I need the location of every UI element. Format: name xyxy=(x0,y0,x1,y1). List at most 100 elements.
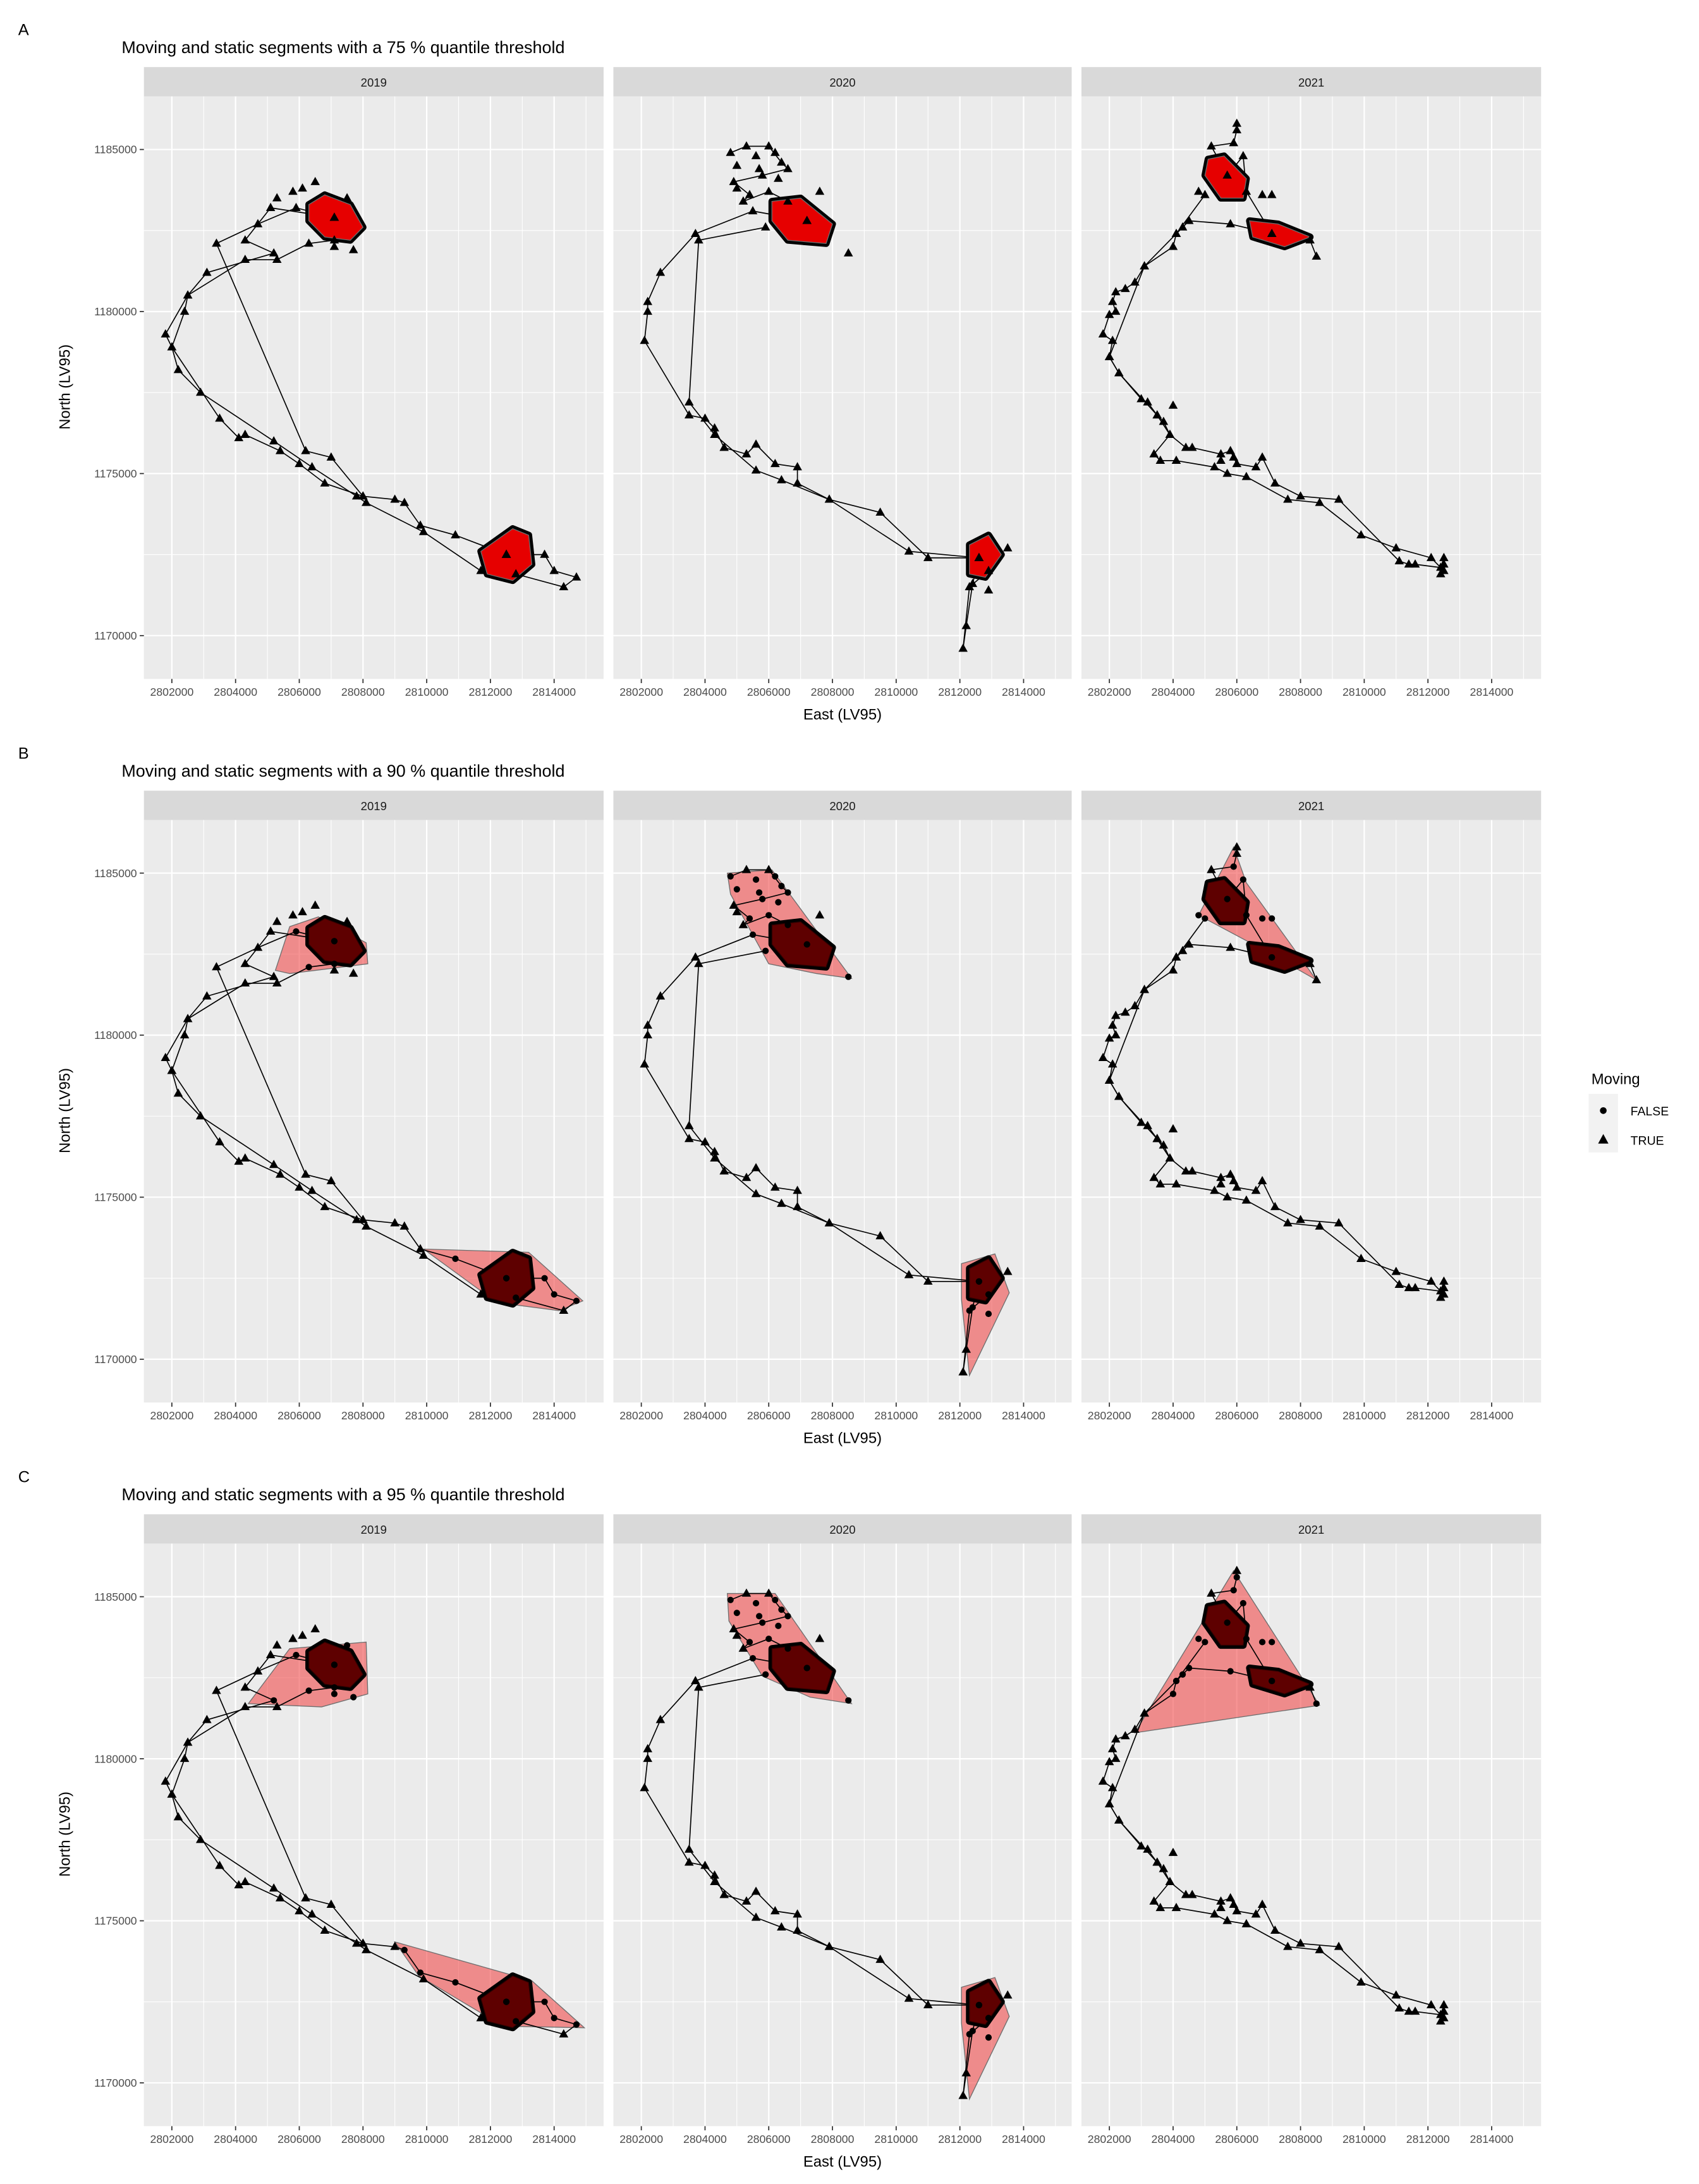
x-tick-label: 2804000 xyxy=(1152,1409,1195,1422)
moving-point xyxy=(362,1944,371,1953)
static-point xyxy=(573,1297,580,1304)
moving-point xyxy=(1171,455,1181,464)
moving-point xyxy=(183,1014,193,1022)
trajectory-line xyxy=(216,207,507,555)
static-point xyxy=(331,1690,338,1697)
moving-point xyxy=(329,212,339,221)
moving-point xyxy=(958,1367,968,1376)
moving-point xyxy=(253,942,263,951)
moving-point xyxy=(751,1163,761,1172)
moving-point xyxy=(295,1182,304,1191)
plot-background xyxy=(143,1543,604,2126)
moving-point xyxy=(1104,1075,1114,1084)
moving-point xyxy=(700,1860,710,1869)
moving-point xyxy=(732,1630,742,1639)
moving-point xyxy=(770,459,780,468)
moving-point xyxy=(275,446,285,454)
moving-point xyxy=(342,916,352,925)
static-point xyxy=(452,1255,459,1262)
static-point xyxy=(1230,863,1237,870)
moving-point xyxy=(738,1643,748,1652)
panel-title: Moving and static segments with a 95 % q… xyxy=(121,1485,564,1504)
moving-point xyxy=(1136,1841,1146,1850)
moving-point xyxy=(1187,1890,1197,1898)
y-tick-label: 1185000 xyxy=(94,867,137,880)
plot-area xyxy=(1098,842,1449,1301)
moving-point xyxy=(1168,965,1178,974)
static-point xyxy=(331,938,338,945)
moving-point xyxy=(288,186,298,195)
x-tick-label: 2804000 xyxy=(214,1409,257,1422)
x-tick-label: 2804000 xyxy=(683,1409,727,1422)
plot-background xyxy=(1081,96,1542,679)
plot-area xyxy=(640,864,1013,1377)
y-tick-label: 1180000 xyxy=(94,305,137,318)
moving-point xyxy=(320,1201,330,1210)
moving-point xyxy=(1251,1186,1261,1194)
moving-point xyxy=(348,968,358,977)
moving-point xyxy=(965,581,975,590)
moving-point xyxy=(1171,228,1181,237)
moving-point xyxy=(362,497,371,506)
moving-point xyxy=(1159,416,1169,425)
moving-point xyxy=(1296,1215,1305,1223)
static-point xyxy=(765,912,772,919)
moving-point xyxy=(700,1137,710,1146)
moving-point xyxy=(757,170,767,179)
static-point xyxy=(1269,915,1276,922)
static-point xyxy=(975,2001,982,2008)
moving-point xyxy=(1207,1588,1216,1597)
static-point xyxy=(1227,1668,1234,1675)
moving-point xyxy=(1232,1565,1242,1574)
static-segment-core xyxy=(969,1258,1002,1302)
moving-point xyxy=(815,186,825,195)
moving-point xyxy=(732,907,742,916)
moving-point xyxy=(1391,1266,1401,1275)
moving-point xyxy=(1439,1276,1449,1285)
static-point xyxy=(1224,1619,1231,1626)
moving-point xyxy=(265,202,276,211)
static-point xyxy=(803,941,810,948)
panel-B: B Moving and static segments with a 90 % … xyxy=(18,744,1542,1447)
moving-point xyxy=(983,585,994,594)
moving-point xyxy=(310,176,320,185)
moving-point xyxy=(253,1666,263,1675)
static-point xyxy=(985,1310,992,1318)
moving-point xyxy=(1229,452,1239,461)
moving-point xyxy=(1152,1857,1162,1866)
moving-point xyxy=(1410,1283,1420,1292)
x-tick-label: 2806000 xyxy=(277,1409,321,1422)
x-tick-label: 2808000 xyxy=(341,2133,385,2145)
moving-point xyxy=(923,552,933,561)
static-segment-hull xyxy=(969,534,1002,578)
moving-point xyxy=(390,1941,399,1950)
moving-point xyxy=(275,1169,285,1178)
moving-point xyxy=(415,1244,425,1253)
x-tick-label: 2808000 xyxy=(1279,1409,1322,1422)
x-tick-label: 2810000 xyxy=(874,1409,918,1422)
static-point xyxy=(765,1635,772,1642)
moving-point xyxy=(770,1182,780,1191)
static-point xyxy=(752,876,760,883)
static-point xyxy=(1195,1635,1202,1642)
moving-point xyxy=(793,1925,802,1934)
x-tick-label: 2802000 xyxy=(1088,686,1131,698)
moving-point xyxy=(1241,1195,1251,1204)
moving-point xyxy=(272,1702,282,1711)
x-tick-label: 2814000 xyxy=(532,1409,576,1422)
moving-point xyxy=(751,150,761,159)
moving-point xyxy=(643,296,653,305)
moving-point xyxy=(1114,368,1124,377)
moving-point xyxy=(559,1305,569,1314)
moving-point xyxy=(1184,939,1194,948)
moving-point xyxy=(1121,1731,1130,1740)
static-point xyxy=(1169,1690,1177,1697)
x-tick-label: 2810000 xyxy=(874,2133,918,2145)
moving-point xyxy=(1270,1201,1280,1210)
moving-point xyxy=(1426,1999,1436,2008)
moving-point xyxy=(700,413,710,422)
facet-strip xyxy=(613,791,1072,820)
trajectory-line xyxy=(730,1592,808,1669)
moving-point xyxy=(643,306,653,315)
moving-point xyxy=(1098,329,1108,337)
